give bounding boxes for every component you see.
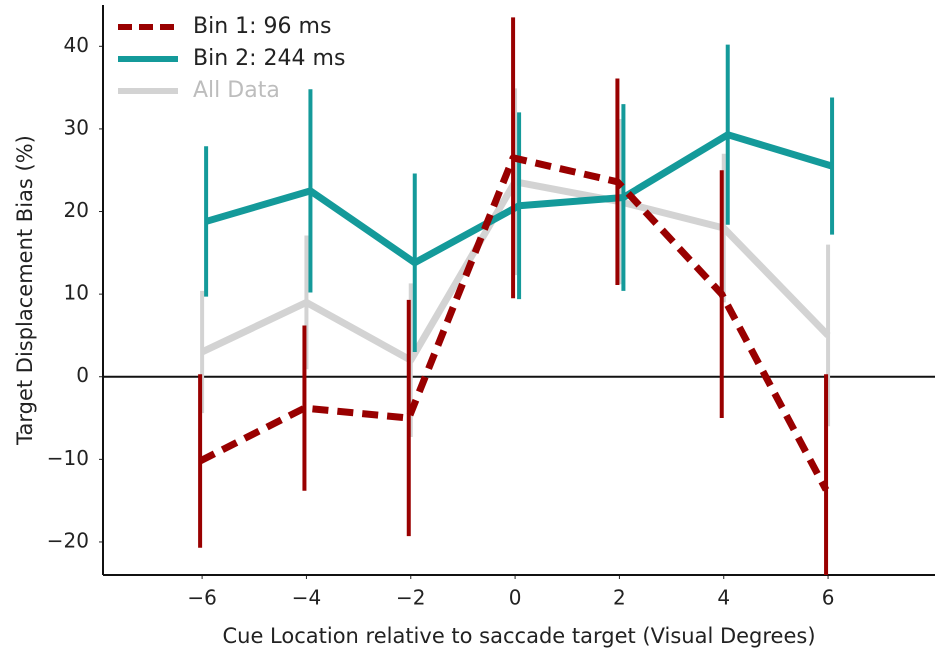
- series-line: [198, 154, 830, 492]
- x-tick-label: 2: [613, 586, 626, 610]
- y-tick-label: −20: [47, 528, 89, 552]
- legend-label: Bin 1: 96 ms: [193, 14, 331, 39]
- y-tick-label: 20: [64, 198, 89, 222]
- x-tick-label: −2: [396, 586, 425, 610]
- x-axis-label: Cue Location relative to saccade target …: [222, 624, 815, 648]
- y-axis-label: Target Displacement Bias (%): [13, 135, 37, 446]
- x-tick-label: 4: [717, 586, 730, 610]
- x-tick-label: 6: [822, 586, 835, 610]
- x-tick-label: −4: [292, 586, 321, 610]
- x-tick-label: −6: [187, 586, 216, 610]
- y-tick-label: 30: [64, 115, 89, 139]
- y-tick-label: −10: [47, 446, 89, 470]
- y-tick-label: 40: [64, 33, 89, 57]
- legend-label: All Data: [193, 78, 280, 103]
- y-tick-label: 0: [76, 363, 89, 387]
- y-tick-label: 10: [64, 281, 89, 305]
- x-tick-label: 0: [509, 586, 522, 610]
- legend-label: Bin 2: 244 ms: [193, 46, 345, 71]
- series-line: [200, 178, 831, 364]
- series-line: [205, 131, 834, 267]
